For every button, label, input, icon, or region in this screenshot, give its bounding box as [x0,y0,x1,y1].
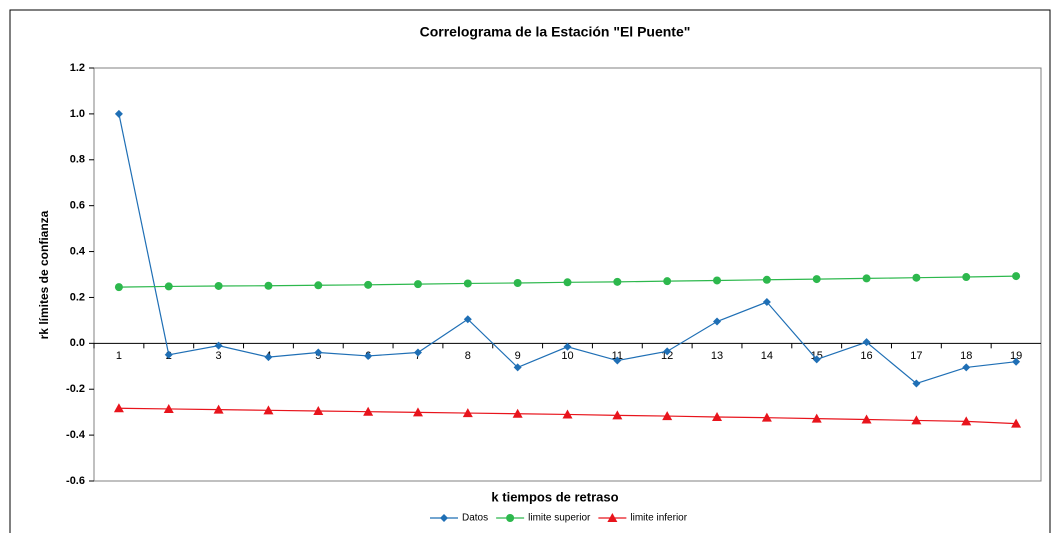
data-point [314,348,323,357]
y-tick-label: 0.6 [70,200,85,212]
data-point [214,341,223,350]
y-tick-label: -0.4 [66,429,86,441]
x-tick-label: 16 [860,350,872,362]
data-point [613,277,622,286]
x-tick-label: 10 [561,350,573,362]
data-point [512,408,523,418]
data-point [264,281,273,290]
x-tick-label: 8 [465,350,471,362]
data-point [164,350,173,359]
plot-area [93,67,1042,482]
data-point [1012,272,1021,281]
y-tick-label: 1.0 [70,108,85,120]
data-point [114,283,123,292]
data-point [712,411,723,421]
data-point [364,351,373,360]
data-point [214,281,223,290]
chart-title: Correlograma de la Estación "El Puente" [420,24,691,40]
data-point [413,280,422,289]
data-point [563,278,572,287]
data-point [962,363,971,372]
legend-marker [607,513,618,522]
x-tick-label: 1 [116,350,122,362]
y-tick-label: 0.4 [70,245,86,257]
legend-marker [440,514,448,522]
data-point [811,413,822,423]
y-tick-label: -0.6 [66,475,85,487]
data-point [862,338,871,347]
legend-label: limite inferior [630,513,687,524]
x-tick-label: 9 [515,350,521,362]
data-point [812,275,821,284]
data-point [961,416,972,426]
data-point [663,277,672,286]
x-tick-label: 18 [960,350,972,362]
data-point [412,407,423,417]
legend-label: Datos [462,513,488,524]
data-point [113,403,124,413]
data-point [562,409,573,419]
data-point [1011,418,1022,428]
data-point [513,363,522,372]
x-tick-label: 17 [910,350,922,362]
data-point [912,379,921,388]
data-point [114,109,123,118]
y-tick-label: 0.8 [70,154,85,166]
data-point [861,414,872,424]
data-point [213,404,224,414]
y-tick-label: 0.2 [70,291,85,303]
data-point [313,406,324,416]
x-tick-label: 13 [711,350,723,362]
data-point [962,273,971,282]
data-point [862,274,871,283]
data-point [314,281,323,290]
y-tick-label: 0.0 [70,337,85,349]
data-point [264,353,273,362]
x-tick-label: 14 [761,350,773,362]
y-tick-label: -0.2 [66,383,85,395]
data-point [713,317,722,326]
legend-label: limite superior [528,513,591,524]
data-point [463,315,472,324]
x-tick-label: 11 [612,350,623,362]
x-tick-label: 19 [1010,350,1022,362]
data-point [613,356,622,365]
data-point [761,412,772,422]
data-point [762,275,771,284]
data-point [463,279,472,288]
data-point [713,276,722,285]
data-point [563,342,572,351]
x-tick-label: 3 [216,350,222,362]
data-point [762,298,771,307]
x-axis-label: k tiempos de retraso [491,489,618,504]
data-point [1012,357,1021,366]
x-tick-label: 12 [661,350,673,362]
data-point [462,408,473,418]
y-axis-label: rk límites de confianza [37,210,51,339]
data-point [164,282,173,291]
data-point [663,347,672,356]
data-point [911,415,922,425]
data-point [662,411,673,421]
data-point [263,405,274,415]
data-point [163,403,174,413]
y-tick-label: 1.2 [70,62,85,74]
data-point [812,355,821,364]
legend-marker [506,514,515,522]
data-point [363,406,374,416]
data-point [513,278,522,287]
data-point [912,273,921,282]
data-point [364,280,373,289]
data-point [612,410,623,420]
data-point [413,348,422,357]
